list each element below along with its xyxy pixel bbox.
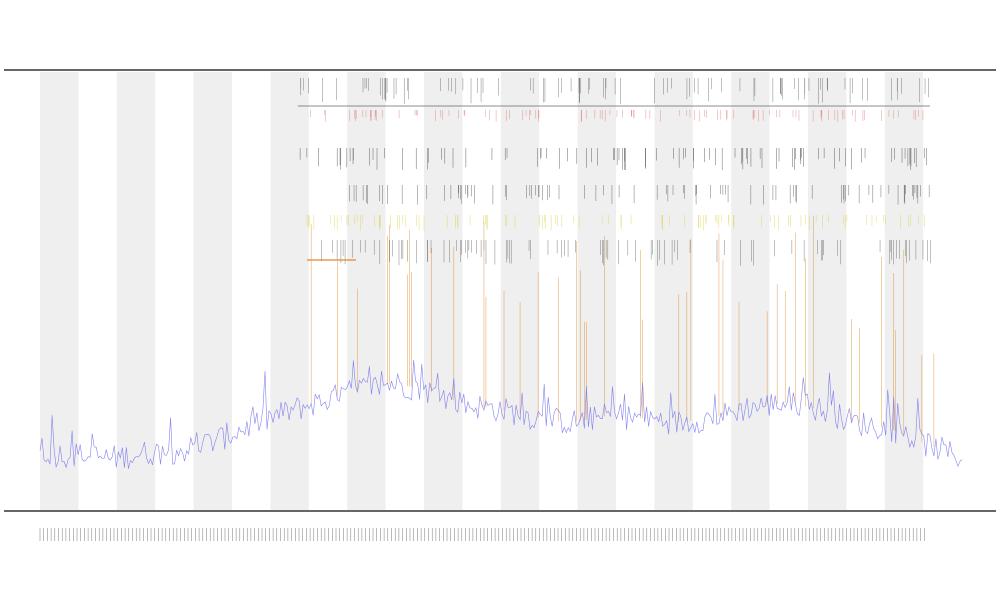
shaded-band	[116, 72, 156, 510]
shaded-band	[270, 72, 309, 510]
spike-series	[310, 216, 935, 448]
shaded-band	[808, 72, 847, 510]
x-tick-labels	[39, 528, 925, 541]
shaded-band	[654, 72, 693, 510]
event-ticks	[299, 78, 931, 266]
shaded-band	[424, 72, 463, 510]
shaded-band	[731, 72, 770, 510]
line-series	[39, 359, 963, 469]
shaded-band	[577, 72, 616, 510]
shaded-band	[193, 72, 232, 510]
shaded-bands	[40, 72, 924, 510]
shaded-band	[500, 72, 540, 510]
series-line	[39, 359, 963, 469]
shaded-band	[347, 72, 386, 510]
shaded-band	[40, 72, 79, 510]
